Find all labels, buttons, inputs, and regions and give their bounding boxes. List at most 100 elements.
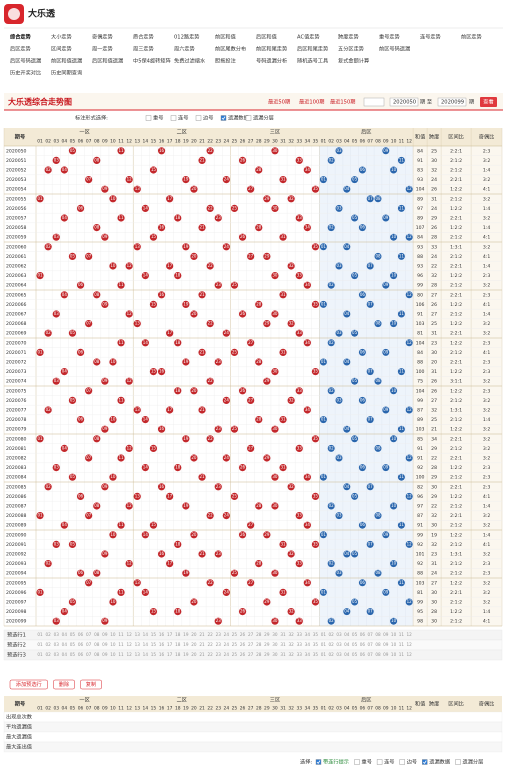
preselect-number[interactable]: 28 [256,632,262,637]
preselect-number[interactable]: 08 [375,642,381,647]
preselect-number[interactable]: 10 [391,642,397,647]
preselect-number[interactable]: 09 [102,632,108,637]
preselect-number[interactable]: 30 [272,652,278,657]
preselect-number[interactable]: 25 [232,632,238,637]
preselect-number[interactable]: 11 [399,632,405,637]
preselect-number[interactable]: 29 [264,632,270,637]
preselect-number[interactable]: 10 [110,642,116,647]
preselect-number[interactable]: 11 [118,652,124,657]
nav-link[interactable]: 奇偶走势 [92,33,113,41]
preselect-number[interactable]: 34 [305,632,311,637]
preselect-number[interactable]: 05 [70,652,76,657]
nav-link[interactable]: 跨度走势 [338,33,359,41]
preselect-number[interactable]: 02 [329,652,335,657]
preselect-number[interactable]: 35 [313,632,319,637]
preselect-number[interactable]: 07 [86,632,92,637]
nav-link[interactable]: 后区号码遗漏 [10,57,41,65]
preselect-number[interactable]: 08 [94,642,100,647]
nav-link[interactable]: 大小走势 [51,33,72,41]
preselect-number[interactable]: 14 [143,632,149,637]
preselect-number[interactable]: 24 [224,652,230,657]
action-button[interactable] [53,679,75,690]
preselect-number[interactable]: 20 [191,652,197,657]
preselect-number[interactable]: 18 [175,652,181,657]
nav-link[interactable]: 012路走势 [174,33,199,41]
preselect-number[interactable]: 29 [264,652,270,657]
preselect-number[interactable]: 27 [248,652,254,657]
checkbox[interactable] [220,115,227,121]
preselect-number[interactable]: 07 [368,642,374,647]
preselect-number[interactable]: 19 [183,652,189,657]
preselect-number[interactable]: 03 [54,652,60,657]
checkbox[interactable] [354,759,360,765]
preselect-number[interactable]: 08 [375,632,381,637]
preselect-number[interactable]: 10 [110,632,116,637]
preselect-number[interactable]: 11 [399,652,405,657]
nav-link[interactable]: 胆拖投注 [215,57,236,65]
preselect-number[interactable]: 13 [135,652,141,657]
nav-link[interactable]: 周三走势 [133,45,154,53]
nav-link[interactable]: AC值走势 [297,33,320,41]
preselect-number[interactable]: 01 [37,642,43,647]
nav-link[interactable]: 五分区走势 [338,45,364,53]
recent-link[interactable]: 最近50期 [268,98,290,106]
nav-link[interactable]: 前区和值遗漏 [51,57,82,65]
preselect-number[interactable]: 16 [159,652,165,657]
preselect-number[interactable]: 09 [383,632,389,637]
preselect-number[interactable]: 17 [167,632,173,637]
preselect-number[interactable]: 19 [183,642,189,647]
preselect-number[interactable]: 05 [352,652,358,657]
preselect-number[interactable]: 05 [70,642,76,647]
checkbox[interactable] [315,759,322,765]
preselect-number[interactable]: 04 [344,642,350,647]
preselect-number[interactable]: 30 [272,632,278,637]
preselect-number[interactable]: 26 [240,642,246,647]
preselect-number[interactable]: 12 [407,632,413,637]
preselect-number[interactable]: 04 [62,632,68,637]
preselect-number[interactable]: 24 [224,642,230,647]
select[interactable] [363,97,385,107]
checkbox[interactable] [399,759,405,765]
nav-link[interactable]: 历史同期查询 [51,69,82,77]
preselect-number[interactable]: 33 [297,652,303,657]
preselect-number[interactable]: 05 [352,642,358,647]
action-button[interactable] [80,679,102,690]
nav-link[interactable]: 前区走势 [461,33,482,41]
preselect-number[interactable]: 27 [248,632,254,637]
nav-link[interactable]: 后区和值遗漏 [92,57,123,65]
preselect-number[interactable]: 31 [280,642,286,647]
preselect-number[interactable]: 08 [94,652,100,657]
preselect-number[interactable]: 32 [288,642,294,647]
preselect-number[interactable]: 06 [360,652,366,657]
preselect-number[interactable]: 24 [224,632,230,637]
preselect-number[interactable]: 01 [321,642,327,647]
preselect-number[interactable]: 13 [135,632,141,637]
preselect-number[interactable]: 06 [78,632,84,637]
checkbox[interactable] [376,759,383,765]
preselect-number[interactable]: 12 [126,632,132,637]
preselect-number[interactable]: 32 [288,632,294,637]
nav-link[interactable]: 号码遗漏分析 [256,57,287,65]
preselect-number[interactable]: 18 [175,642,181,647]
preselect-number[interactable]: 03 [336,642,342,647]
preselect-number[interactable]: 26 [240,632,246,637]
preselect-number[interactable]: 25 [232,642,238,647]
preselect-number[interactable]: 11 [399,642,405,647]
preselect-number[interactable]: 23 [216,642,222,647]
preselect-number[interactable]: 31 [280,652,286,657]
preselect-number[interactable]: 13 [135,642,141,647]
preselect-number[interactable]: 35 [313,642,319,647]
preselect-number[interactable]: 07 [368,652,374,657]
preselect-number[interactable]: 07 [86,642,92,647]
preselect-number[interactable]: 32 [288,652,294,657]
checkbox[interactable] [145,115,152,121]
preselect-number[interactable]: 12 [126,652,132,657]
preselect-number[interactable]: 09 [383,652,389,657]
preselect-number[interactable]: 27 [248,642,254,647]
preselect-number[interactable]: 02 [45,652,51,657]
preselect-number[interactable]: 10 [391,632,397,637]
nav-link[interactable]: 免费过滤缩水 [174,57,206,65]
preselect-number[interactable]: 28 [256,652,262,657]
preselect-number[interactable]: 20 [191,642,197,647]
preselect-number[interactable]: 12 [407,652,413,657]
